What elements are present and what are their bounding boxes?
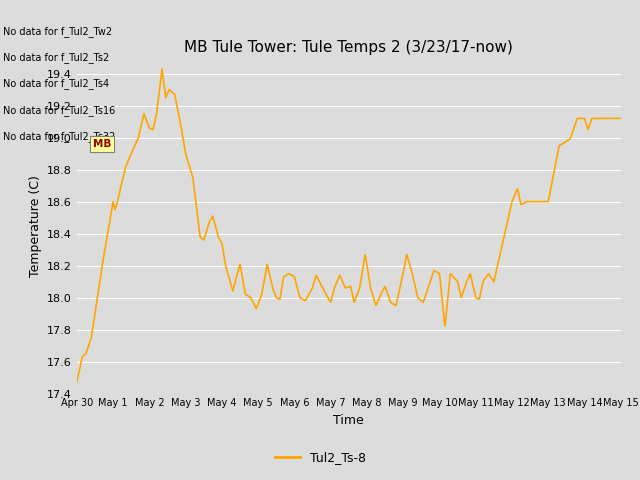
Text: No data for f_Tul2_Ts32: No data for f_Tul2_Ts32 [3, 131, 116, 142]
Y-axis label: Temperature (C): Temperature (C) [29, 175, 42, 276]
Text: MB: MB [93, 139, 111, 149]
Legend: Tul2_Ts-8: Tul2_Ts-8 [269, 446, 371, 469]
Text: No data for f_Tul2_Ts4: No data for f_Tul2_Ts4 [3, 78, 109, 89]
Text: No data for f_Tul2_Tw2: No data for f_Tul2_Tw2 [3, 25, 113, 36]
Title: MB Tule Tower: Tule Temps 2 (3/23/17-now): MB Tule Tower: Tule Temps 2 (3/23/17-now… [184, 40, 513, 55]
Text: No data for f_Tul2_Ts16: No data for f_Tul2_Ts16 [3, 105, 115, 116]
X-axis label: Time: Time [333, 414, 364, 427]
Text: No data for f_Tul2_Ts2: No data for f_Tul2_Ts2 [3, 52, 109, 63]
